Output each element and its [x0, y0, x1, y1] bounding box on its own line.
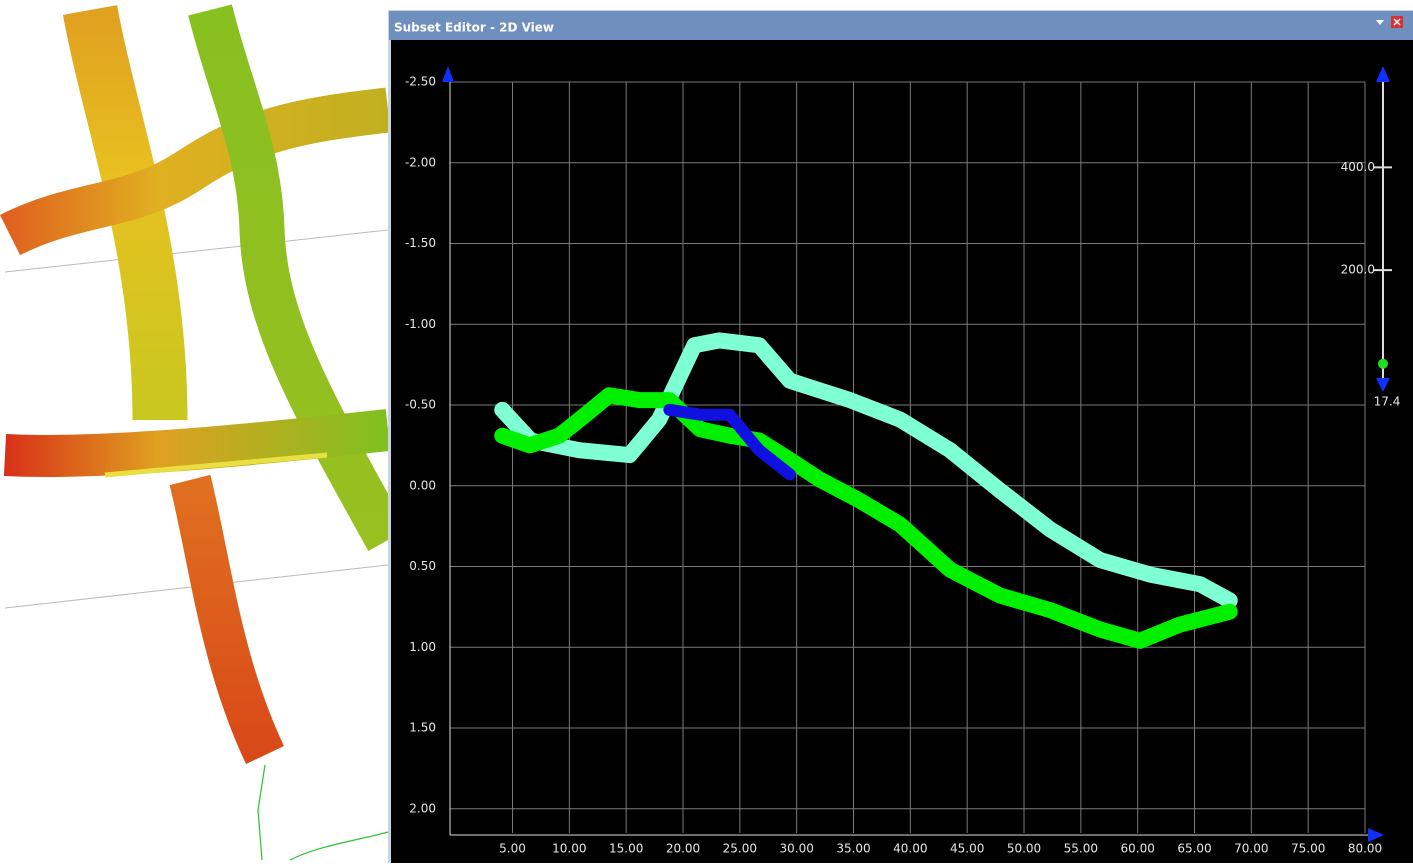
y-tick-label: 2.00 — [409, 801, 436, 815]
map-track — [10, 110, 388, 235]
y-tick-label: 0.50 — [409, 559, 436, 573]
x-tick-label: 60.00 — [1120, 842, 1154, 856]
screen: Subset Editor - 2D View -2.50 -2.00 -1.50 -… — [0, 0, 1413, 863]
plot-background — [391, 40, 1413, 863]
x-tick-label: 65.00 — [1177, 842, 1211, 856]
y-tick-label: -2.00 — [405, 155, 436, 169]
x-tick-label: 45.00 — [950, 842, 984, 856]
x-tick-label: 70.00 — [1234, 842, 1268, 856]
x-tick-label: 20.00 — [666, 842, 700, 856]
y-tick-label: -1.50 — [405, 236, 436, 250]
x-tick-label: 25.00 — [723, 842, 757, 856]
y-tick-label: 1.50 — [409, 721, 436, 735]
scale-marker-label: 17.4 — [1374, 395, 1401, 409]
y-tick-label: 1.00 — [409, 640, 436, 654]
y-tick-label: 0.00 — [409, 478, 436, 492]
scale-tick-label: 200.0 — [1341, 263, 1375, 277]
x-tick-label: 55.00 — [1064, 842, 1098, 856]
x-tick-label: 15.00 — [609, 842, 643, 856]
x-tick-label: 75.00 — [1291, 842, 1325, 856]
map-track-outline — [258, 765, 388, 860]
y-tick-label: -1.00 — [405, 317, 436, 331]
map-view — [5, 10, 388, 860]
x-tick-label: 80.00 — [1348, 842, 1382, 856]
scale-marker[interactable] — [1378, 359, 1388, 369]
x-tick-label: 50.00 — [1007, 842, 1041, 856]
map-track — [190, 480, 265, 755]
x-tick-label: 35.00 — [836, 842, 870, 856]
map-track — [5, 430, 388, 456]
y-tick-label: -0.50 — [405, 398, 436, 412]
x-tick-label: 5.00 — [499, 842, 526, 856]
x-tick-label: 40.00 — [893, 842, 927, 856]
x-tick-label: 30.00 — [779, 842, 813, 856]
x-tick-label: 10.00 — [552, 842, 586, 856]
y-tick-label: -2.50 — [405, 75, 436, 89]
scale-tick-label: 400.0 — [1341, 160, 1375, 174]
window-title: Subset Editor - 2D View — [394, 21, 554, 35]
